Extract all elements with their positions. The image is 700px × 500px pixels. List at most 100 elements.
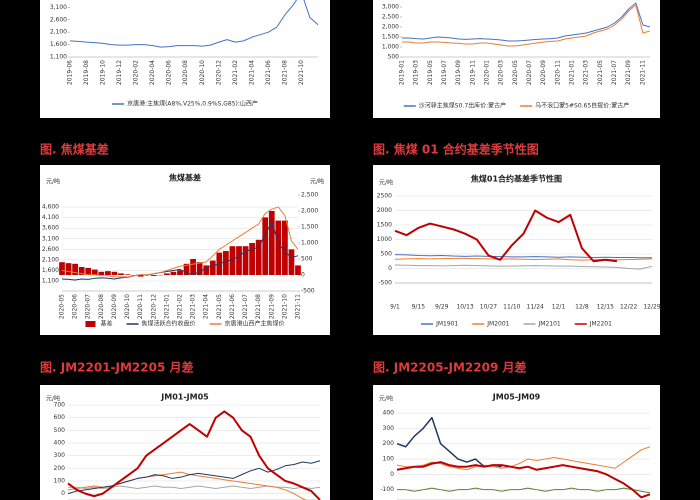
y-tick-label: 0	[390, 471, 394, 478]
x-tick-label: 2020-11	[137, 294, 144, 319]
x-tick-label: 12/15	[597, 304, 614, 311]
x-tick-label: 2020-11	[554, 60, 561, 85]
x-tick-label: 2020-08	[182, 60, 189, 85]
x-tick-label: 2021-05	[597, 60, 604, 85]
bar	[124, 274, 131, 275]
line-series	[396, 461, 651, 499]
y-tick-label: 400	[383, 410, 395, 417]
y-tick-label: 3,600	[42, 225, 59, 232]
x-tick-label: 2021-06	[229, 294, 236, 319]
legend-label: 京唐港:主焦煤(A8%,V25%,0.9%S,G85):山西产	[127, 100, 258, 108]
bar	[105, 271, 111, 275]
y-axis-unit: 元/吨	[46, 178, 60, 186]
line-series	[394, 264, 653, 270]
y2-tick-label: 1,500	[301, 224, 318, 231]
y-tick-label: 1500	[377, 222, 392, 229]
line-series	[67, 460, 321, 495]
x-tick-label: 2020-05	[59, 294, 66, 319]
y-axis-unit: 元/吨	[379, 179, 393, 187]
line-series	[67, 410, 321, 500]
y-tick-label: 0	[388, 265, 392, 272]
x-tick-label: 11/24	[527, 304, 544, 311]
x-tick-label: 12/22	[620, 304, 637, 311]
x-tick-label: 2020-01	[484, 60, 491, 85]
y-axis-unit: 元/吨	[379, 395, 393, 403]
y-tick-label: 1,100	[50, 54, 67, 61]
y-tick-label: -500	[378, 280, 392, 287]
y-tick-label: 500	[381, 251, 393, 258]
x-tick-label: 2019-05	[427, 60, 434, 85]
bar	[295, 265, 301, 275]
line-series	[402, 4, 651, 47]
legend: JM1901 JM2001 JM2101 JM2201	[421, 321, 612, 328]
bar	[255, 239, 262, 275]
y-tick-label: 4,100	[42, 214, 59, 221]
legend-label: 乌不浪口蒙5#S0.65自提价:蒙古产	[535, 102, 629, 110]
x-tick-label: 9/1	[390, 304, 400, 311]
x-tick-label: 12/29	[643, 304, 660, 311]
x-tick-label: 2020-04	[149, 60, 156, 85]
chart-title: 焦煤01合约基差季节性图	[470, 174, 562, 184]
bar	[196, 262, 203, 275]
caption: 图. 焦煤基差	[40, 142, 109, 157]
y2-axis-unit: 元/吨	[310, 178, 324, 186]
x-tick-label: 12/1	[552, 304, 566, 311]
y2-tick-label: 2,000	[301, 208, 318, 215]
chart-title: JM05-JM09	[492, 393, 541, 402]
y-axis-unit: 元/吨	[46, 395, 60, 403]
bar	[229, 246, 236, 275]
x-tick-label: 2021-07	[242, 294, 249, 319]
line-series	[397, 487, 651, 494]
y-tick-label: 400	[54, 440, 66, 447]
x-tick-label: 2020-10	[124, 294, 131, 319]
y-tick-label: 1,500	[382, 34, 399, 41]
y-tick-label: 2500	[377, 193, 392, 200]
y-tick-label: 100	[54, 477, 66, 484]
x-tick-label: 2019-09	[455, 60, 462, 85]
chart-panel	[40, 385, 330, 500]
y-tick-label: 2000	[377, 207, 392, 214]
y-tick-label: 2,600	[50, 16, 67, 23]
x-tick-label: 10/27	[480, 304, 497, 311]
x-tick-label: 2021-06	[265, 60, 272, 85]
x-tick-label: 9/15	[412, 304, 426, 311]
bar	[203, 265, 210, 275]
y-tick-label: 0	[61, 490, 65, 497]
caption: 图. JM2205-JM2209 月差	[373, 360, 527, 375]
x-tick-label: 2021-01	[569, 60, 576, 85]
x-tick-label: 2019-01	[399, 60, 406, 85]
chart-panel	[373, 0, 660, 118]
y-tick-label: 2,500	[382, 14, 399, 21]
bar	[65, 263, 72, 275]
line-series	[396, 446, 651, 471]
y-tick-label: 2,100	[50, 29, 67, 36]
x-tick-label: 2021-04	[203, 294, 210, 319]
bar	[164, 273, 170, 275]
x-tick-label: 2021-05	[216, 294, 223, 319]
y-tick-label: 500	[388, 54, 400, 61]
chart-panel	[40, 165, 330, 335]
bar	[137, 275, 144, 277]
x-tick-label: 2019-10	[100, 60, 107, 85]
y-tick-label: 4,600	[42, 204, 59, 211]
chart-panel	[373, 165, 660, 335]
line-series	[61, 221, 299, 281]
y2-tick-label: 500	[301, 256, 313, 263]
x-tick-label: 2021-08	[255, 294, 262, 319]
y-tick-label: 1,600	[42, 267, 59, 274]
x-tick-label: 2019-08	[83, 60, 90, 85]
legend-swatch	[85, 321, 96, 327]
x-tick-label: 2021-11	[639, 60, 646, 85]
x-tick-label: 2021-03	[190, 294, 197, 319]
y-tick-label: 300	[383, 425, 395, 432]
y-tick-label: 700	[54, 402, 66, 409]
x-tick-label: 10/13	[456, 304, 473, 311]
bar	[242, 246, 249, 275]
bar	[85, 267, 92, 275]
x-tick-label: 2020-08	[98, 294, 105, 319]
bar	[288, 249, 295, 275]
bar	[249, 243, 255, 275]
bar	[91, 269, 98, 275]
legend: 沙河驿主焦煤S0.7出库价:蒙古产 乌不浪口蒙5#S0.65自提价:蒙古产	[403, 102, 629, 110]
bar	[190, 259, 196, 275]
